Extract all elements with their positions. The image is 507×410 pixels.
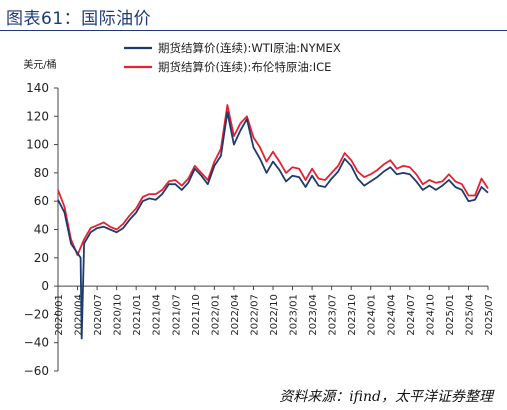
x-tick-label: 2025/01 [445, 294, 456, 336]
x-tick-label: 2021/10 [191, 294, 202, 336]
series-line-brent [57, 104, 489, 256]
x-tick-label: 2021/04 [152, 294, 163, 336]
title-divider [0, 30, 507, 31]
x-tick-label: 2023/01 [289, 294, 300, 336]
x-tick-label: 2024/10 [425, 294, 436, 336]
y-tick-label: 40 [34, 223, 49, 237]
y-tick-label: 20 [34, 251, 49, 265]
x-tick-label: 2023/10 [347, 294, 358, 336]
x-tick-label: 2022/10 [269, 294, 280, 336]
y-tick-label: 60 [34, 194, 49, 208]
oil-price-chart: −60 −40 −20 0 20 40 60 80 100 120 140 美元/桶 2020/01 20… [23, 41, 495, 378]
axes: −60 −40 −20 0 20 40 60 80 100 120 140 美元/桶 2020/01 20… [23, 58, 495, 378]
y-tick-label: 80 [34, 166, 49, 180]
legend: 期货结算价(连续):WTI原油:NYMEX 期货结算价(连续):布伦特原油:ICE [124, 41, 341, 74]
source-note: 资料来源：ifind，太平洋证券整理 [279, 389, 493, 405]
x-tick-label: 2021/07 [171, 294, 182, 336]
y-tick-label: −60 [24, 364, 49, 378]
x-tick-label: 2020/04 [74, 294, 85, 336]
x-tick-label: 2024/07 [406, 294, 417, 336]
series-line-wti [57, 111, 489, 340]
y-tick-label: −20 [24, 307, 49, 321]
x-tick-label: 2023/04 [308, 294, 319, 336]
x-tick-label: 2022/01 [210, 294, 221, 336]
y-axis-unit-label: 美元/桶 [23, 58, 56, 71]
x-tick-label: 2020/10 [113, 294, 124, 336]
x-tick-label: 2024/04 [386, 294, 397, 336]
x-tick-label: 2022/04 [230, 294, 241, 336]
x-tick-label: 2022/07 [249, 294, 260, 336]
figure-title: 图表61：国际油价 [6, 9, 152, 29]
y-tick-label: 120 [26, 109, 49, 123]
x-tick-label: 2024/01 [367, 294, 378, 336]
x-tick-label: 2020/07 [93, 294, 104, 336]
y-tick-label: 0 [41, 279, 49, 293]
x-tick-label: 2025/07 [484, 294, 495, 336]
x-tick-label: 2020/01 [54, 294, 65, 336]
legend-label-wti: 期货结算价(连续):WTI原油:NYMEX [158, 41, 341, 55]
series-lines [57, 104, 489, 340]
legend-label-brent: 期货结算价(连续):布伦特原油:ICE [158, 60, 331, 74]
y-tick-label: 100 [26, 138, 49, 152]
x-tick-label: 2023/07 [328, 294, 339, 336]
x-tick-label: 2021/01 [132, 294, 143, 336]
x-tick-label: 2025/04 [464, 294, 475, 336]
y-tick-label: −40 [24, 336, 49, 350]
y-tick-label: 140 [26, 81, 49, 95]
